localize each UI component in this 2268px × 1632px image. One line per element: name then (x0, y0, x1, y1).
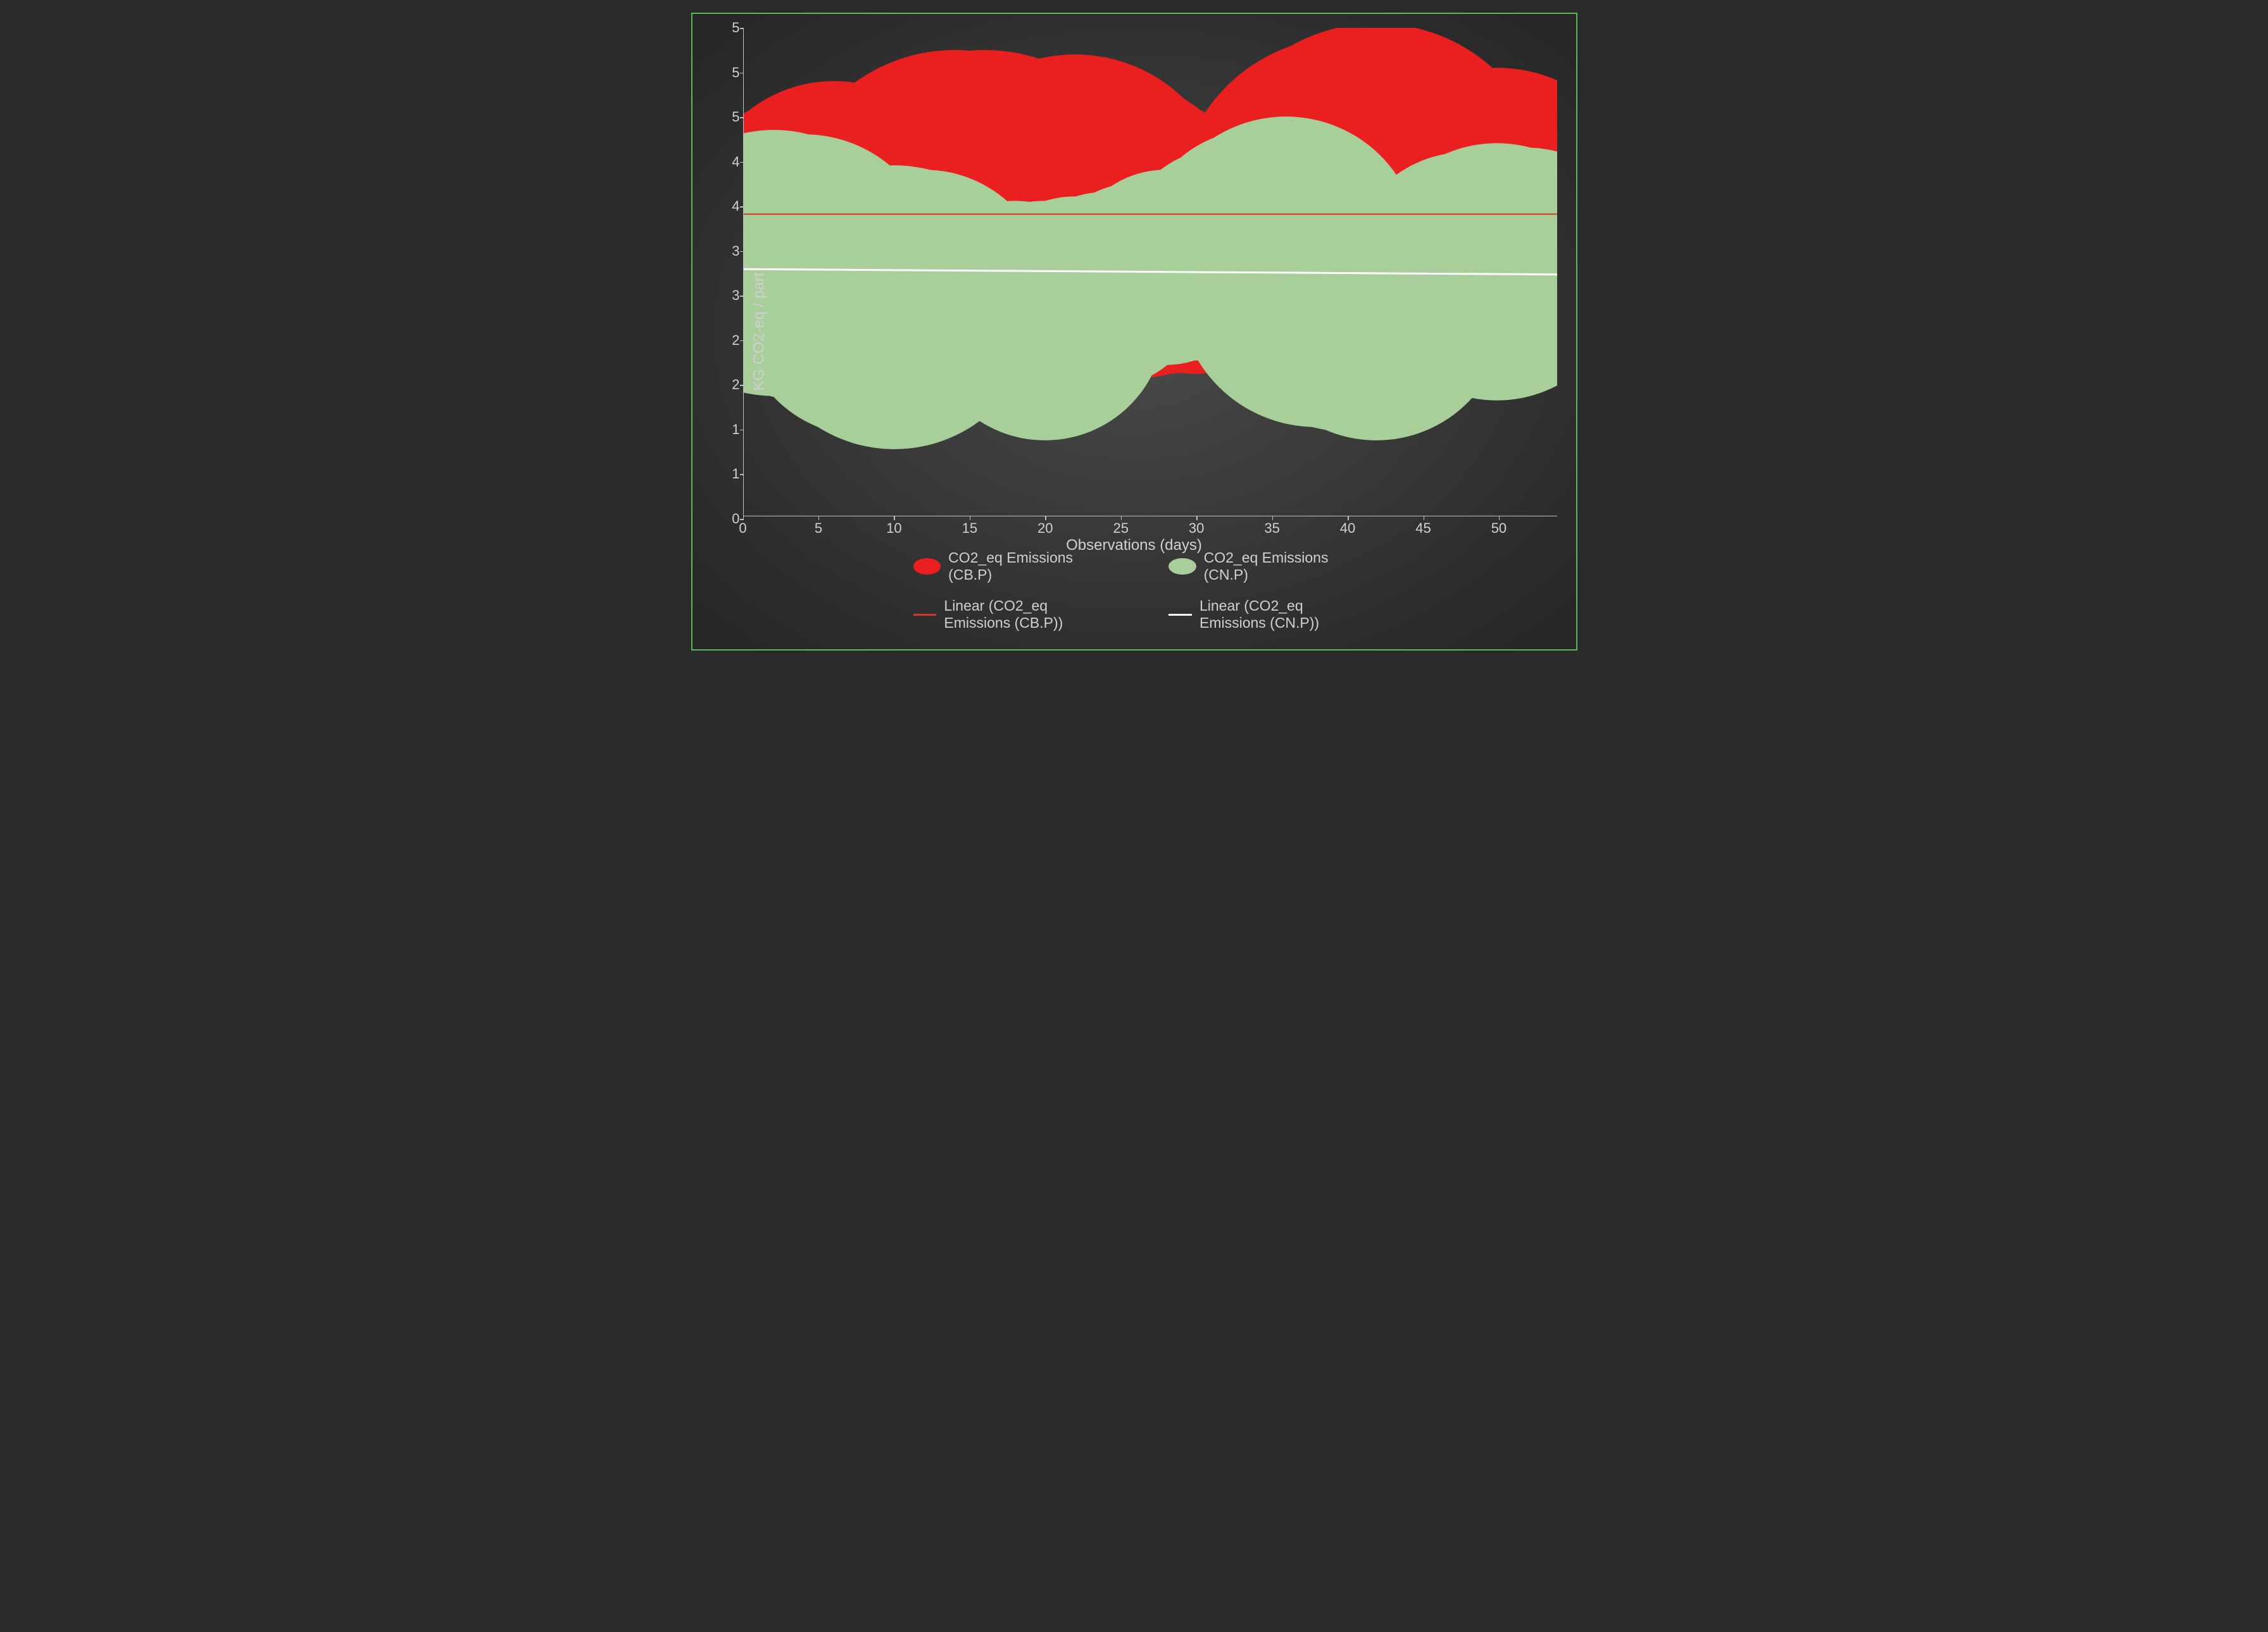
y-tick-label: 3 (721, 243, 740, 259)
y-tick-label: 0 (721, 511, 740, 527)
x-tick-label: 25 (1113, 520, 1128, 537)
x-tick-label: 30 (1189, 520, 1204, 537)
y-tick-label: 2 (721, 377, 740, 393)
y-tick-mark (740, 28, 744, 29)
y-tick-mark (740, 73, 744, 74)
y-tick-label: 3 (721, 287, 740, 304)
chart-svg (744, 28, 1557, 516)
legend-label: Linear (CO2_eq Emissions (CN.P)) (1200, 597, 1355, 632)
x-tick-mark (818, 516, 820, 520)
y-tick-mark (740, 117, 744, 118)
legend-swatch-linear-cnp (1168, 614, 1192, 616)
y-tick-label: 5 (721, 65, 740, 81)
x-tick-label: 40 (1340, 520, 1355, 537)
legend-swatch-cnp (1168, 558, 1196, 575)
legend-item-linear-cnp: Linear (CO2_eq Emissions (CN.P)) (1168, 597, 1355, 632)
x-tick-mark (1272, 516, 1274, 520)
y-axis-label: KG CO2-eq / part (750, 273, 768, 391)
y-tick-label: 1 (721, 466, 740, 482)
legend-item-cnp: CO2_eq Emissions (CN.P) (1168, 549, 1355, 583)
legend-row-lines: Linear (CO2_eq Emissions (CB.P)) Linear … (913, 597, 1355, 632)
x-tick-mark (1424, 516, 1425, 520)
x-tick-mark (1121, 516, 1122, 520)
y-tick-mark (740, 430, 744, 431)
x-tick-label: 45 (1415, 520, 1431, 537)
y-tick-label: 4 (721, 198, 740, 215)
legend-item-linear-cbp: Linear (CO2_eq Emissions (CB.P)) (913, 597, 1100, 632)
x-tick-label: 0 (739, 520, 746, 537)
y-tick-label: 5 (721, 109, 740, 125)
legend-swatch-cbp (913, 558, 941, 575)
x-tick-mark (1348, 516, 1349, 520)
legend-row-bubbles: CO2_eq Emissions (CB.P) CO2_eq Emissions… (913, 549, 1355, 583)
legend-label: Linear (CO2_eq Emissions (CB.P)) (944, 597, 1099, 632)
chart-container: KG CO2-eq / part Observations (days) 011… (691, 13, 1577, 651)
x-tick-label: 10 (886, 520, 901, 537)
legend-label: CO2_eq Emissions (CN.P) (1204, 549, 1355, 583)
y-tick-label: 2 (721, 332, 740, 349)
y-tick-mark (740, 340, 744, 342)
x-tick-mark (1196, 516, 1198, 520)
x-tick-label: 5 (815, 520, 822, 537)
legend: CO2_eq Emissions (CB.P) CO2_eq Emissions… (913, 549, 1355, 632)
y-tick-mark (740, 385, 744, 386)
y-tick-label: 1 (721, 421, 740, 438)
y-tick-label: 5 (721, 20, 740, 36)
y-tick-mark (740, 474, 744, 475)
x-tick-mark (1499, 516, 1500, 520)
x-tick-label: 35 (1264, 520, 1279, 537)
legend-label: CO2_eq Emissions (CB.P) (948, 549, 1099, 583)
x-tick-mark (894, 516, 895, 520)
y-tick-mark (740, 296, 744, 297)
legend-swatch-linear-cbp (913, 614, 937, 616)
legend-item-cbp: CO2_eq Emissions (CB.P) (913, 549, 1099, 583)
x-tick-label: 50 (1491, 520, 1507, 537)
y-tick-mark (740, 162, 744, 163)
x-tick-mark (970, 516, 971, 520)
x-tick-label: 15 (962, 520, 977, 537)
y-tick-label: 4 (721, 154, 740, 170)
x-tick-mark (1045, 516, 1046, 520)
y-tick-mark (740, 206, 744, 208)
y-tick-mark (740, 251, 744, 252)
x-tick-label: 20 (1037, 520, 1053, 537)
x-tick-mark (743, 516, 744, 520)
plot-area (743, 28, 1557, 516)
